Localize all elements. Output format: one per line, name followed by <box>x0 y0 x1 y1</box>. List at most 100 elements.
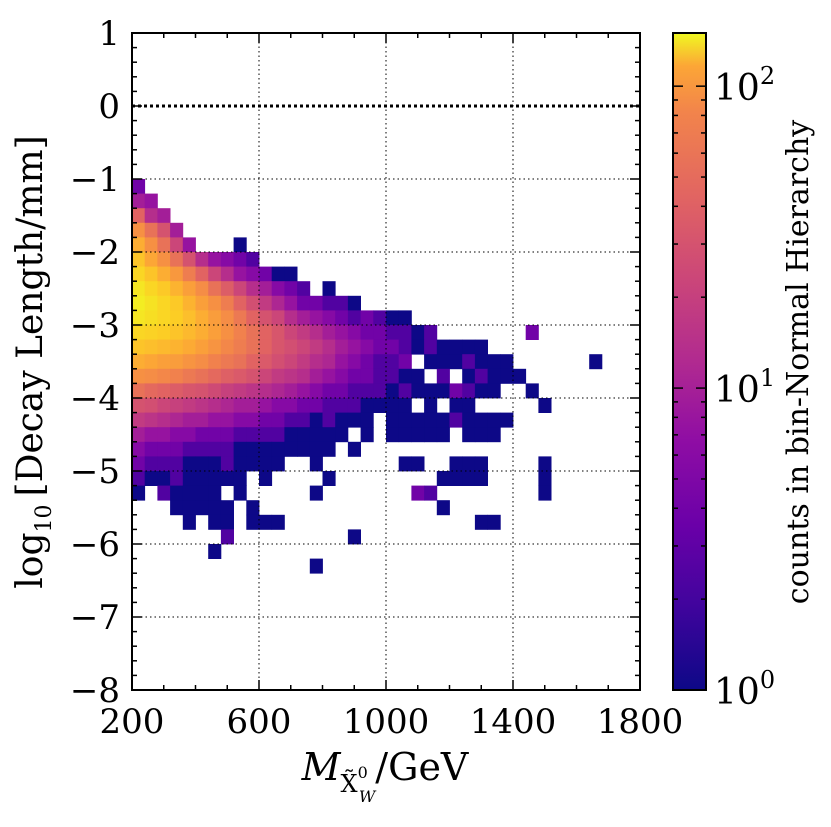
heatmap-cell <box>132 252 146 267</box>
heatmap-cell <box>195 354 209 370</box>
heatmap-cell <box>411 412 425 428</box>
heatmap-cell <box>474 383 488 399</box>
heatmap-cell <box>144 237 158 253</box>
heatmap-cell <box>347 441 361 457</box>
heatmap-cell <box>195 398 209 413</box>
heatmap-cell <box>182 310 196 326</box>
heatmap-cell <box>474 354 488 370</box>
y-tick-label: 1 <box>98 14 120 54</box>
heatmap-cell <box>246 354 260 370</box>
heatmap-cell <box>233 310 247 326</box>
heatmap-cell <box>195 471 209 486</box>
heatmap-cell <box>208 456 222 472</box>
heatmap-cell <box>157 252 171 267</box>
heatmap-cell <box>233 412 247 428</box>
heatmap-cell <box>474 514 488 530</box>
heatmap-cell <box>411 339 425 355</box>
heatmap-cell <box>132 441 146 457</box>
heatmap-cell <box>322 441 336 457</box>
heatmap-cell <box>132 237 146 253</box>
heatmap-cell <box>297 281 311 297</box>
heatmap-cell <box>259 339 273 355</box>
heatmap-cell <box>195 281 209 297</box>
heatmap-cell <box>208 325 222 340</box>
heatmap-cell <box>208 398 222 413</box>
heatmap-cell <box>246 266 260 282</box>
heatmap-cell <box>335 368 349 384</box>
heatmap-cell <box>182 485 196 501</box>
heatmap-cell <box>398 456 412 472</box>
heatmap-cell <box>157 368 171 384</box>
heatmap-cell <box>170 471 184 486</box>
heatmap-cell <box>132 412 146 428</box>
heatmap-cell <box>246 398 260 413</box>
heatmap-cell <box>208 441 222 457</box>
heatmap-cell <box>462 339 476 355</box>
heatmap-cell <box>208 295 222 311</box>
heatmap-cell <box>208 252 222 267</box>
heatmap-cell <box>246 281 260 297</box>
heatmap-cell <box>309 398 323 413</box>
heatmap-cell <box>157 281 171 297</box>
heatmap-cell <box>411 325 425 340</box>
heatmap-cells <box>132 179 603 574</box>
heatmap-cell <box>182 471 196 486</box>
heatmap-cell <box>170 354 184 370</box>
heatmap-cell <box>132 266 146 282</box>
heatmap-cell <box>386 310 400 326</box>
heatmap-cell <box>220 354 234 370</box>
heatmap-cell <box>170 456 184 472</box>
heatmap-cell <box>462 412 476 428</box>
heatmap-cell <box>157 222 171 238</box>
heatmap-cell <box>233 237 247 253</box>
y-tick-label: −5 <box>70 452 120 492</box>
heatmap-cell <box>246 456 260 472</box>
heatmap-cell <box>436 383 450 399</box>
heatmap-cell <box>271 325 285 340</box>
heatmap-cell <box>462 398 476 413</box>
heatmap-cell <box>208 485 222 501</box>
heatmap-cell <box>182 500 196 516</box>
heatmap-cell <box>398 339 412 355</box>
y-tick-label: −7 <box>70 598 120 638</box>
x-tick-label: 600 <box>227 702 292 742</box>
heatmap-cell <box>360 310 374 326</box>
heatmap-cell <box>157 383 171 399</box>
heatmap-cell <box>246 339 260 355</box>
colorbar-label: counts in bin-Normal Hierarchy <box>781 120 816 605</box>
heatmap-cell <box>259 441 273 457</box>
heatmap-cell <box>220 500 234 516</box>
heatmap-cell <box>271 295 285 311</box>
x-axis-label: MX̃0 W/GeV <box>301 745 469 806</box>
heatmap-cell <box>208 544 222 559</box>
heatmap-cell <box>144 398 158 413</box>
heatmap-cell <box>271 354 285 370</box>
heatmap-cell <box>386 427 400 443</box>
heatmap-cell <box>347 398 361 413</box>
heatmap-cell <box>398 310 412 326</box>
heatmap-cell <box>398 412 412 428</box>
heatmap-cell <box>170 252 184 267</box>
heatmap-cell <box>157 398 171 413</box>
heatmap-cell <box>246 383 260 399</box>
heatmap-cell <box>284 339 298 355</box>
heatmap-cell <box>170 485 184 501</box>
heatmap-cell <box>246 441 260 457</box>
heatmap-cell <box>284 398 298 413</box>
heatmap-cell <box>322 368 336 384</box>
heatmap-cell <box>195 500 209 516</box>
heatmap-cell <box>259 266 273 282</box>
heatmap-cell <box>208 500 222 516</box>
heatmap-cell <box>386 368 400 384</box>
heatmap-cell <box>589 354 603 370</box>
heatmap-cell <box>322 471 336 486</box>
heatmap-cell <box>246 514 260 530</box>
heatmap-cell <box>220 529 234 545</box>
heatmap-cell <box>170 441 184 457</box>
heatmap-cell <box>233 266 247 282</box>
heatmap-cell <box>373 398 387 413</box>
heatmap-cell <box>271 412 285 428</box>
heatmap-cell <box>500 412 514 428</box>
heatmap-cell <box>157 310 171 326</box>
heatmap-cell <box>144 354 158 370</box>
